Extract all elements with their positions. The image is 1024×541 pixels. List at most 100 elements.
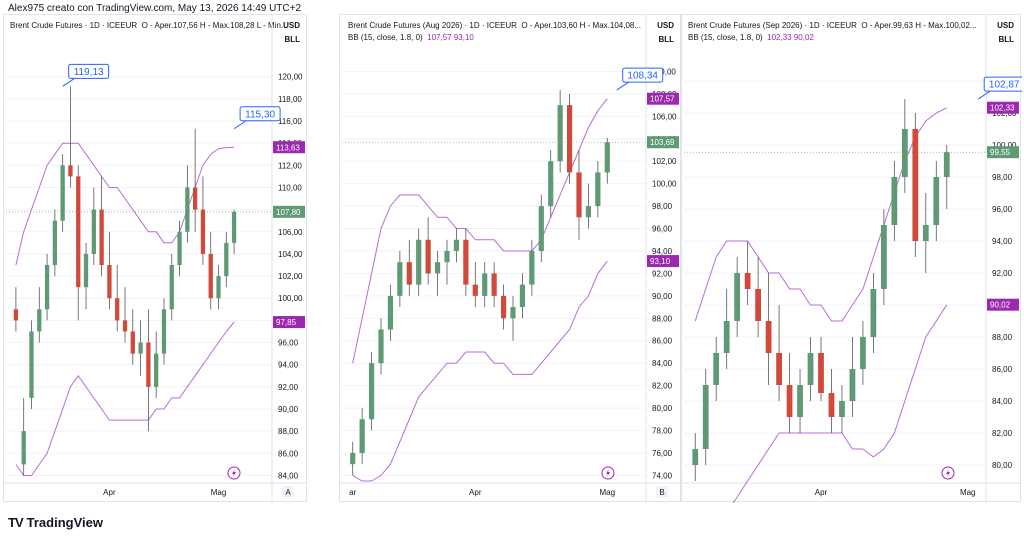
candle-body	[692, 449, 699, 465]
x-tick-label: Apr	[103, 488, 116, 497]
x-tick-label: Mag	[960, 488, 976, 497]
panel-2-plot[interactable]: 74,00 76,00 78,00 80,00 82,00 84,00 86,00 88,00…	[340, 15, 682, 503]
callout-box	[983, 76, 1022, 92]
panel-gap	[307, 14, 339, 502]
y-tick-label: 88,00	[278, 427, 299, 436]
y-tick-label: 110,00	[652, 67, 676, 76]
y-tick-label: 100,00	[992, 141, 1017, 150]
panel-3-unit: BLL	[998, 35, 1014, 44]
callout-box	[239, 106, 281, 122]
candle-body	[576, 172, 582, 218]
y-tick-label: 98,00	[652, 202, 673, 211]
panel-1-currency: USD	[283, 21, 300, 30]
chart-panel-1[interactable]: Brent Crude Futures · 1D · ICEEUR O - Ap…	[3, 14, 308, 503]
panel-3-plot[interactable]: 80,0082,0084,0086,0088,0090,0092,0094,00…	[682, 15, 1022, 503]
candle-body	[595, 172, 601, 207]
y-tick-label: 92,00	[652, 269, 673, 278]
candle-body	[472, 284, 478, 296]
panel-3-bb-legend: BB (15, close, 1.8, 0) 102,33 90,02	[688, 33, 814, 42]
callout-box	[68, 63, 110, 79]
candle-body	[192, 187, 198, 210]
y-tick-label: 84,00	[992, 397, 1013, 406]
candle-body	[146, 342, 151, 387]
price-tag-label: 97,85	[276, 318, 297, 327]
y-tick-label: 106,00	[278, 228, 303, 237]
price-tag-label: 103,69	[650, 138, 675, 147]
callout-pointer	[977, 90, 991, 100]
tradingview-logo[interactable]: TV TradingView	[8, 515, 103, 530]
candle-body	[922, 225, 929, 241]
candle-body	[350, 452, 356, 465]
price-tag-label: 107,80	[276, 208, 301, 217]
price-tag-label: 107,57	[650, 95, 675, 104]
candle-body	[406, 262, 412, 285]
y-tick-label: 98,00	[992, 173, 1013, 182]
candle-body	[797, 385, 803, 417]
candle-body	[585, 206, 592, 218]
y-tick-label: 84,00	[652, 359, 673, 368]
y-tick-label: 88,00	[652, 314, 673, 323]
callout-label: 102,87	[989, 80, 1020, 91]
candle-body	[723, 321, 730, 353]
candle-body	[169, 265, 174, 310]
pane-letter: B	[659, 488, 664, 497]
tradingview-brand-label: TradingView	[26, 515, 103, 530]
panel-2-title: Brent Crude Futures (Aug 2026) · 1D · IC…	[348, 21, 642, 30]
price-tag-bg	[987, 146, 1019, 159]
candle-body	[860, 337, 866, 369]
callout-pointer	[616, 81, 629, 91]
panel-2-currency: USD	[657, 21, 674, 30]
candle-body	[60, 165, 65, 221]
candle-body	[776, 353, 782, 385]
panel-1-plot[interactable]: 84,0086,0088,0090,0092,0094,0096,0098,00…	[4, 15, 308, 503]
candle-body	[604, 142, 610, 173]
candle-body	[378, 329, 384, 364]
candle-body	[99, 209, 104, 265]
candle-body	[849, 369, 856, 401]
y-tick-label: 112,00	[278, 161, 302, 170]
candle-body	[76, 176, 81, 288]
callout-label: 115,30	[245, 109, 275, 120]
bb-lower-line	[15, 321, 235, 476]
y-tick-label: 76,00	[652, 449, 673, 458]
y-tick-label: 104,00	[278, 250, 303, 259]
x-tick-label: Apr	[469, 488, 482, 497]
candle-body	[734, 273, 741, 321]
price-tag-bg	[273, 316, 305, 329]
candle-body	[397, 262, 403, 296]
y-tick-label: 82,00	[992, 429, 1013, 438]
candle-body	[870, 289, 877, 337]
price-tag-label: 113,63	[276, 143, 300, 152]
chart-panel-2[interactable]: Brent Crude Futures (Aug 2026) · 1D · IC…	[339, 14, 682, 503]
candle-body	[83, 253, 89, 288]
candle-body	[68, 165, 73, 177]
candle-body	[21, 431, 26, 465]
candle-body	[557, 105, 563, 162]
callout-label: 108,34	[627, 71, 658, 82]
y-tick-label: 80,00	[992, 461, 1013, 470]
candle-body	[185, 187, 190, 232]
y-tick-label: 94,00	[652, 247, 673, 256]
price-tag-bg	[647, 255, 679, 268]
y-tick-label: 96,00	[652, 225, 673, 234]
y-tick-label: 110,00	[278, 183, 302, 192]
candle-body	[839, 401, 845, 417]
tradingview-mark-icon: TV	[8, 515, 24, 530]
y-tick-label: 90,00	[278, 405, 299, 414]
y-tick-label: 86,00	[652, 337, 673, 346]
callout-pointer	[233, 120, 247, 130]
candle-body	[510, 307, 516, 319]
candle-body	[765, 321, 772, 353]
price-tag-label: 102,33	[990, 104, 1015, 113]
candle-body	[138, 342, 143, 354]
candle-body	[387, 295, 394, 330]
price-tag-label: 93,10	[650, 257, 671, 266]
candle-body	[713, 353, 720, 385]
candle-body	[115, 298, 120, 321]
candle-body	[744, 273, 751, 289]
chart-panel-3[interactable]: Brent Crude Futures (Sep 2026) · 1D · IC…	[681, 14, 1022, 503]
candle-body	[538, 206, 544, 251]
candle-body	[224, 242, 229, 277]
candle-body	[444, 250, 450, 263]
x-tick-label: ar	[349, 488, 356, 497]
